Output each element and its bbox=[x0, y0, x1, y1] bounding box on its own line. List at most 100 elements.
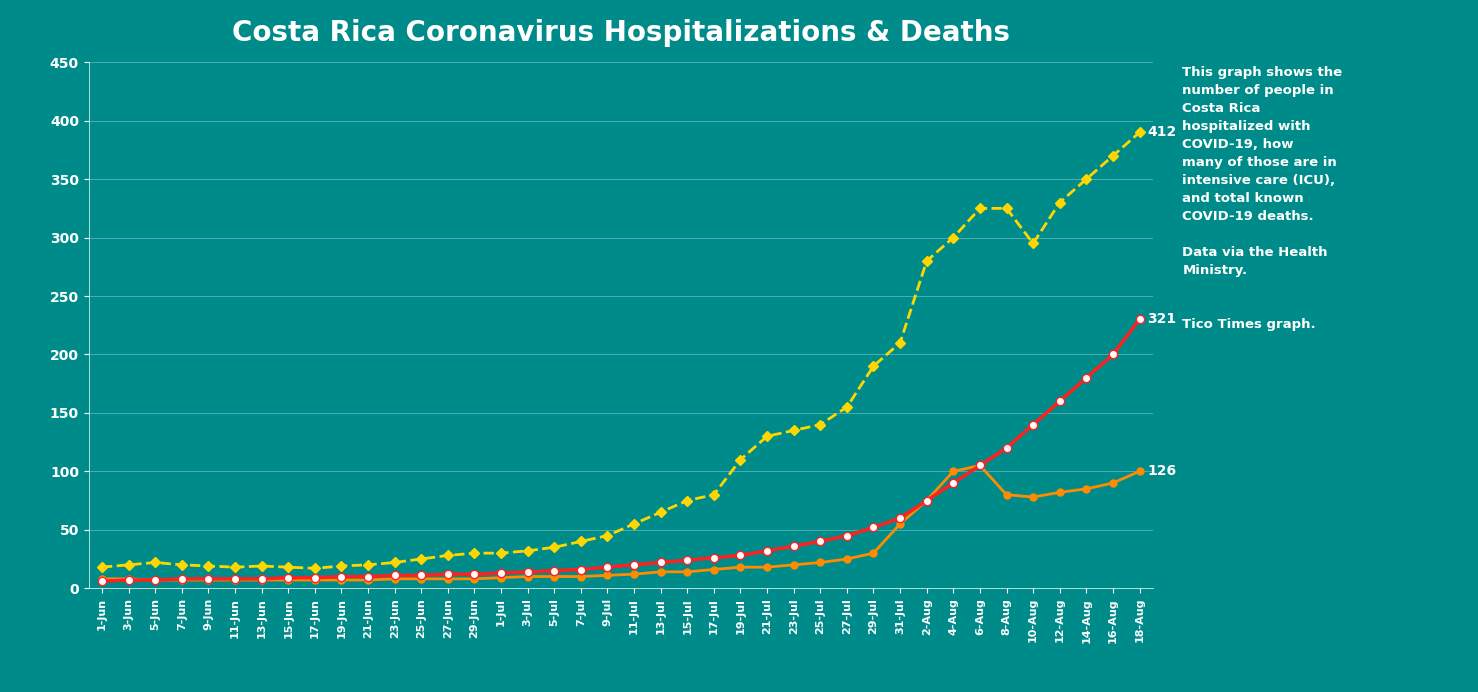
Curently in ICU bbox=[359, 576, 377, 584]
Currently hospitalized bbox=[758, 432, 776, 440]
Currently hospitalized bbox=[1051, 199, 1069, 207]
Currently hospitalized bbox=[412, 555, 430, 563]
Currently hospitalized bbox=[519, 547, 537, 555]
Curently in ICU bbox=[120, 574, 137, 583]
Total Deaths bbox=[333, 572, 350, 581]
Currently hospitalized bbox=[253, 562, 270, 570]
Currently hospitalized bbox=[359, 561, 377, 569]
Curently in ICU bbox=[838, 555, 856, 563]
Currently hospitalized bbox=[545, 543, 563, 552]
Curently in ICU bbox=[705, 565, 723, 574]
Curently in ICU bbox=[439, 574, 457, 583]
Curently in ICU bbox=[944, 467, 962, 475]
Currently hospitalized bbox=[785, 426, 803, 435]
Curently in ICU bbox=[811, 558, 829, 567]
Currently hospitalized bbox=[572, 537, 590, 545]
Currently hospitalized bbox=[918, 257, 936, 265]
Total Deaths bbox=[705, 554, 723, 562]
Currently hospitalized bbox=[1077, 175, 1095, 183]
Curently in ICU bbox=[386, 574, 403, 583]
Curently in ICU bbox=[678, 567, 696, 576]
Text: 412: 412 bbox=[1147, 125, 1176, 139]
Currently hospitalized bbox=[811, 421, 829, 429]
Curently in ICU bbox=[200, 576, 217, 584]
Currently hospitalized bbox=[998, 204, 1015, 212]
Currently hospitalized bbox=[944, 233, 962, 242]
Line: Currently hospitalized: Currently hospitalized bbox=[99, 129, 1142, 572]
Currently hospitalized bbox=[386, 558, 403, 567]
Curently in ICU bbox=[865, 549, 882, 557]
Curently in ICU bbox=[1077, 484, 1095, 493]
Currently hospitalized bbox=[599, 531, 616, 540]
Curently in ICU bbox=[466, 574, 483, 583]
Total Deaths bbox=[359, 572, 377, 581]
Curently in ICU bbox=[1024, 493, 1042, 501]
Curently in ICU bbox=[146, 576, 164, 584]
Total Deaths bbox=[466, 570, 483, 579]
Total Deaths bbox=[519, 567, 537, 576]
Currently hospitalized bbox=[279, 563, 297, 572]
Text: This graph shows the
number of people in
Costa Rica
hospitalized with
COVID-19, : This graph shows the number of people in… bbox=[1182, 66, 1342, 331]
Curently in ICU bbox=[758, 563, 776, 572]
Currently hospitalized bbox=[333, 562, 350, 570]
Total Deaths bbox=[838, 531, 856, 540]
Total Deaths bbox=[865, 523, 882, 531]
Total Deaths bbox=[599, 563, 616, 572]
Curently in ICU bbox=[785, 561, 803, 569]
Curently in ICU bbox=[412, 574, 430, 583]
Total Deaths bbox=[811, 537, 829, 545]
Currently hospitalized bbox=[93, 563, 111, 572]
Curently in ICU bbox=[492, 574, 510, 582]
Currently hospitalized bbox=[146, 558, 164, 567]
Total Deaths bbox=[1104, 350, 1122, 358]
Curently in ICU bbox=[998, 491, 1015, 499]
Curently in ICU bbox=[226, 576, 244, 584]
Total Deaths bbox=[918, 496, 936, 504]
Line: Curently in ICU: Curently in ICU bbox=[99, 462, 1142, 583]
Total Deaths bbox=[652, 558, 670, 567]
Currently hospitalized bbox=[120, 561, 137, 569]
Currently hospitalized bbox=[838, 403, 856, 411]
Total Deaths bbox=[226, 574, 244, 583]
Curently in ICU bbox=[1051, 489, 1069, 497]
Curently in ICU bbox=[279, 576, 297, 584]
Curently in ICU bbox=[625, 570, 643, 579]
Total Deaths bbox=[1024, 421, 1042, 429]
Total Deaths bbox=[891, 514, 909, 522]
Total Deaths bbox=[253, 574, 270, 583]
Curently in ICU bbox=[652, 567, 670, 576]
Total Deaths bbox=[279, 574, 297, 582]
Curently in ICU bbox=[173, 576, 191, 584]
Curently in ICU bbox=[1131, 467, 1148, 475]
Currently hospitalized bbox=[652, 508, 670, 516]
Curently in ICU bbox=[93, 574, 111, 583]
Total Deaths bbox=[412, 571, 430, 579]
Currently hospitalized bbox=[625, 520, 643, 528]
Curently in ICU bbox=[732, 563, 749, 572]
Currently hospitalized bbox=[306, 564, 324, 572]
Curently in ICU bbox=[519, 572, 537, 581]
Currently hospitalized bbox=[1131, 128, 1148, 136]
Currently hospitalized bbox=[466, 549, 483, 557]
Total Deaths bbox=[625, 561, 643, 569]
Curently in ICU bbox=[545, 572, 563, 581]
Currently hospitalized bbox=[678, 496, 696, 504]
Total Deaths bbox=[93, 577, 111, 585]
Total Deaths bbox=[386, 571, 403, 579]
Curently in ICU bbox=[918, 496, 936, 504]
Total Deaths bbox=[785, 542, 803, 550]
Total Deaths bbox=[545, 567, 563, 575]
Currently hospitalized bbox=[200, 562, 217, 570]
Currently hospitalized bbox=[226, 563, 244, 572]
Total Deaths bbox=[758, 547, 776, 555]
Currently hospitalized bbox=[1024, 239, 1042, 248]
Line: Total Deaths: Total Deaths bbox=[98, 316, 1144, 585]
Total Deaths bbox=[1131, 316, 1148, 324]
Currently hospitalized bbox=[971, 204, 989, 212]
Total Deaths bbox=[998, 444, 1015, 452]
Total Deaths bbox=[120, 576, 137, 584]
Total Deaths bbox=[944, 479, 962, 487]
Curently in ICU bbox=[306, 576, 324, 584]
Currently hospitalized bbox=[1104, 152, 1122, 160]
Currently hospitalized bbox=[865, 362, 882, 370]
